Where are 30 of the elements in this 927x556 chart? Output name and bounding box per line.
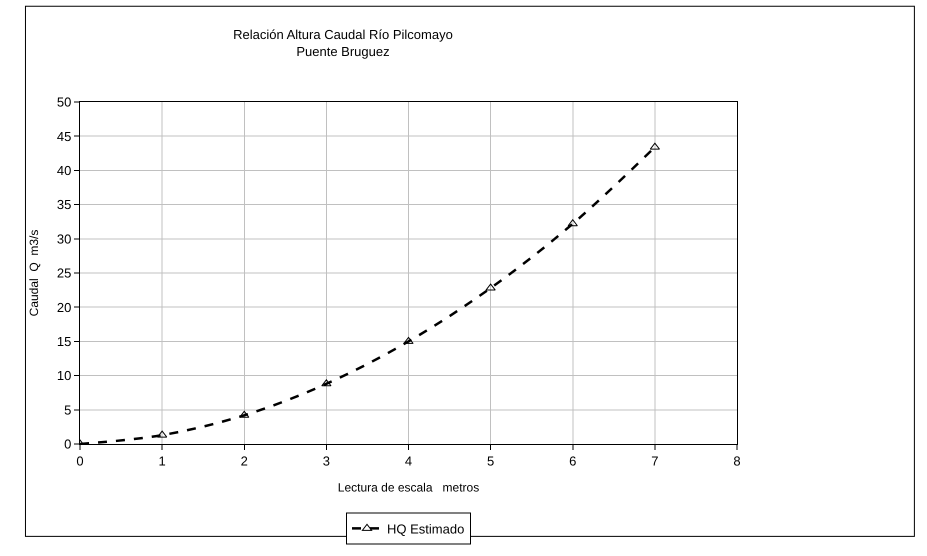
- x-tick-label: 1: [158, 454, 166, 469]
- point: [486, 284, 496, 291]
- y-tick-label: 50: [56, 94, 72, 110]
- point: [650, 142, 660, 150]
- y-tick-label: 30: [56, 231, 72, 246]
- x-tick-label: 4: [404, 454, 412, 469]
- y-tick-label: 45: [56, 128, 72, 144]
- y-tick-label: 20: [56, 300, 72, 315]
- x-tick-label: 6: [569, 454, 576, 469]
- legend-label: HQ Estimado: [387, 521, 464, 536]
- chart-title: Relación Altura Caudal Río Pilcomayo Puente Bruguez: [233, 26, 453, 59]
- y-tick-label: 35: [56, 197, 72, 212]
- x-tick-label: 5: [487, 454, 494, 469]
- x-tick-label: 3: [322, 454, 330, 469]
- y-tick-label: 25: [56, 266, 72, 281]
- x-tick-label: 0: [76, 454, 84, 469]
- point: [239, 410, 250, 418]
- x-axis-title: Lectura de escala metros: [338, 480, 480, 494]
- x-tick-label: 8: [733, 454, 741, 469]
- y-tick-label: 40: [56, 162, 72, 178]
- point: [321, 379, 332, 386]
- x-tick-label: 2: [240, 454, 248, 469]
- y-tick-label: 15: [56, 334, 72, 349]
- y-axis-title: Caudal Q m3/s: [27, 230, 42, 316]
- x-tick-label: 7: [651, 454, 658, 469]
- y-tick-label: 10: [56, 368, 72, 384]
- y-tick-label: 5: [64, 402, 72, 418]
- y-tick-label: 0: [64, 436, 72, 452]
- point: [568, 219, 578, 226]
- point: [157, 430, 168, 438]
